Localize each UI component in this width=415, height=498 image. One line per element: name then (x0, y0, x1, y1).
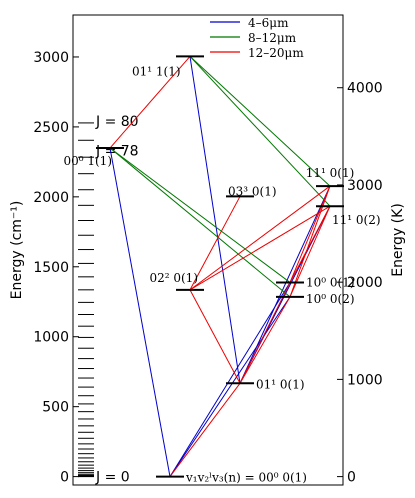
y-left-tick-label: 500 (42, 400, 69, 416)
level-label: 11¹ 0(1) (306, 166, 355, 180)
energy-levels (96, 55, 344, 478)
level-label: 02² 0(1) (149, 271, 198, 285)
transition-line (169, 383, 241, 477)
y-right-tick-label: 1000 (347, 372, 383, 388)
y-left-tick-label: 0 (60, 470, 69, 486)
transition-line (189, 56, 331, 187)
legend-label: 8–12μm (248, 31, 297, 45)
legend-label: 12–20μm (248, 46, 304, 60)
transition-line (239, 282, 291, 384)
level-label: 10⁰ 0(1) (306, 275, 355, 289)
transition-line (109, 56, 191, 149)
y-left-tick-label: 3000 (33, 50, 69, 66)
y-left-tick-label: 1000 (33, 330, 69, 346)
y-left-tick-label: 1500 (33, 260, 69, 276)
transition-line (189, 185, 331, 291)
y-axis-right-title: Energy (K) (390, 203, 406, 277)
transition-line (109, 147, 291, 283)
transition-line (239, 296, 291, 384)
rotational-ladder: J = 0J = 78J = 80 (78, 114, 139, 486)
tick-group: 0 500 1000 1500 2000 2500 3000 0 1000 2000 3000 400… (33, 50, 382, 486)
y-right-tick-label: 4000 (347, 81, 383, 97)
transition-line (169, 296, 291, 477)
transition-line (189, 56, 241, 384)
level-label: v₁v₂ˡv₃(n) = 00⁰ 0(1) (185, 471, 307, 485)
y-right-tick-label: 2000 (347, 275, 383, 291)
transition-line (289, 205, 331, 283)
y-axis-left-title: Energy (cm⁻¹) (9, 201, 25, 300)
y-right-tick-label: 0 (347, 470, 356, 486)
transition-line (189, 196, 241, 291)
transition-line (189, 289, 241, 384)
transition-line (189, 205, 331, 291)
level-label: 11¹ 0(2) (332, 213, 381, 227)
level-label: 00⁰ 1(1) (63, 154, 112, 168)
y-right-tick-label: 3000 (347, 178, 383, 194)
y-left-tick-label: 2500 (33, 120, 69, 136)
level-label: 01¹ 0(1) (256, 377, 305, 391)
level-label: 10⁰ 0(2) (306, 292, 355, 306)
transition-line (239, 185, 331, 384)
legend-label: 4–6μm (248, 16, 289, 30)
transition-lines (109, 56, 331, 477)
y-left-tick-label: 2000 (33, 190, 69, 206)
transition-line (289, 185, 331, 298)
transition-line (109, 147, 291, 298)
transition-line (189, 56, 331, 207)
transition-line (169, 282, 291, 477)
transition-line (289, 185, 331, 283)
level-label: 03³ 0(1) (228, 184, 277, 198)
transition-line (109, 147, 171, 477)
rotational-level-label: J = 0 (95, 470, 130, 486)
level-labels: v₁v₂ˡv₃(n) = 00⁰ 0(1) 01¹ 0(1) 02² 0(1) 10⁰… (63, 64, 380, 484)
rotational-level-label: J = 80 (95, 114, 139, 130)
plot-frame (72, 14, 344, 486)
level-label: 01¹ 1(1) (132, 64, 181, 78)
